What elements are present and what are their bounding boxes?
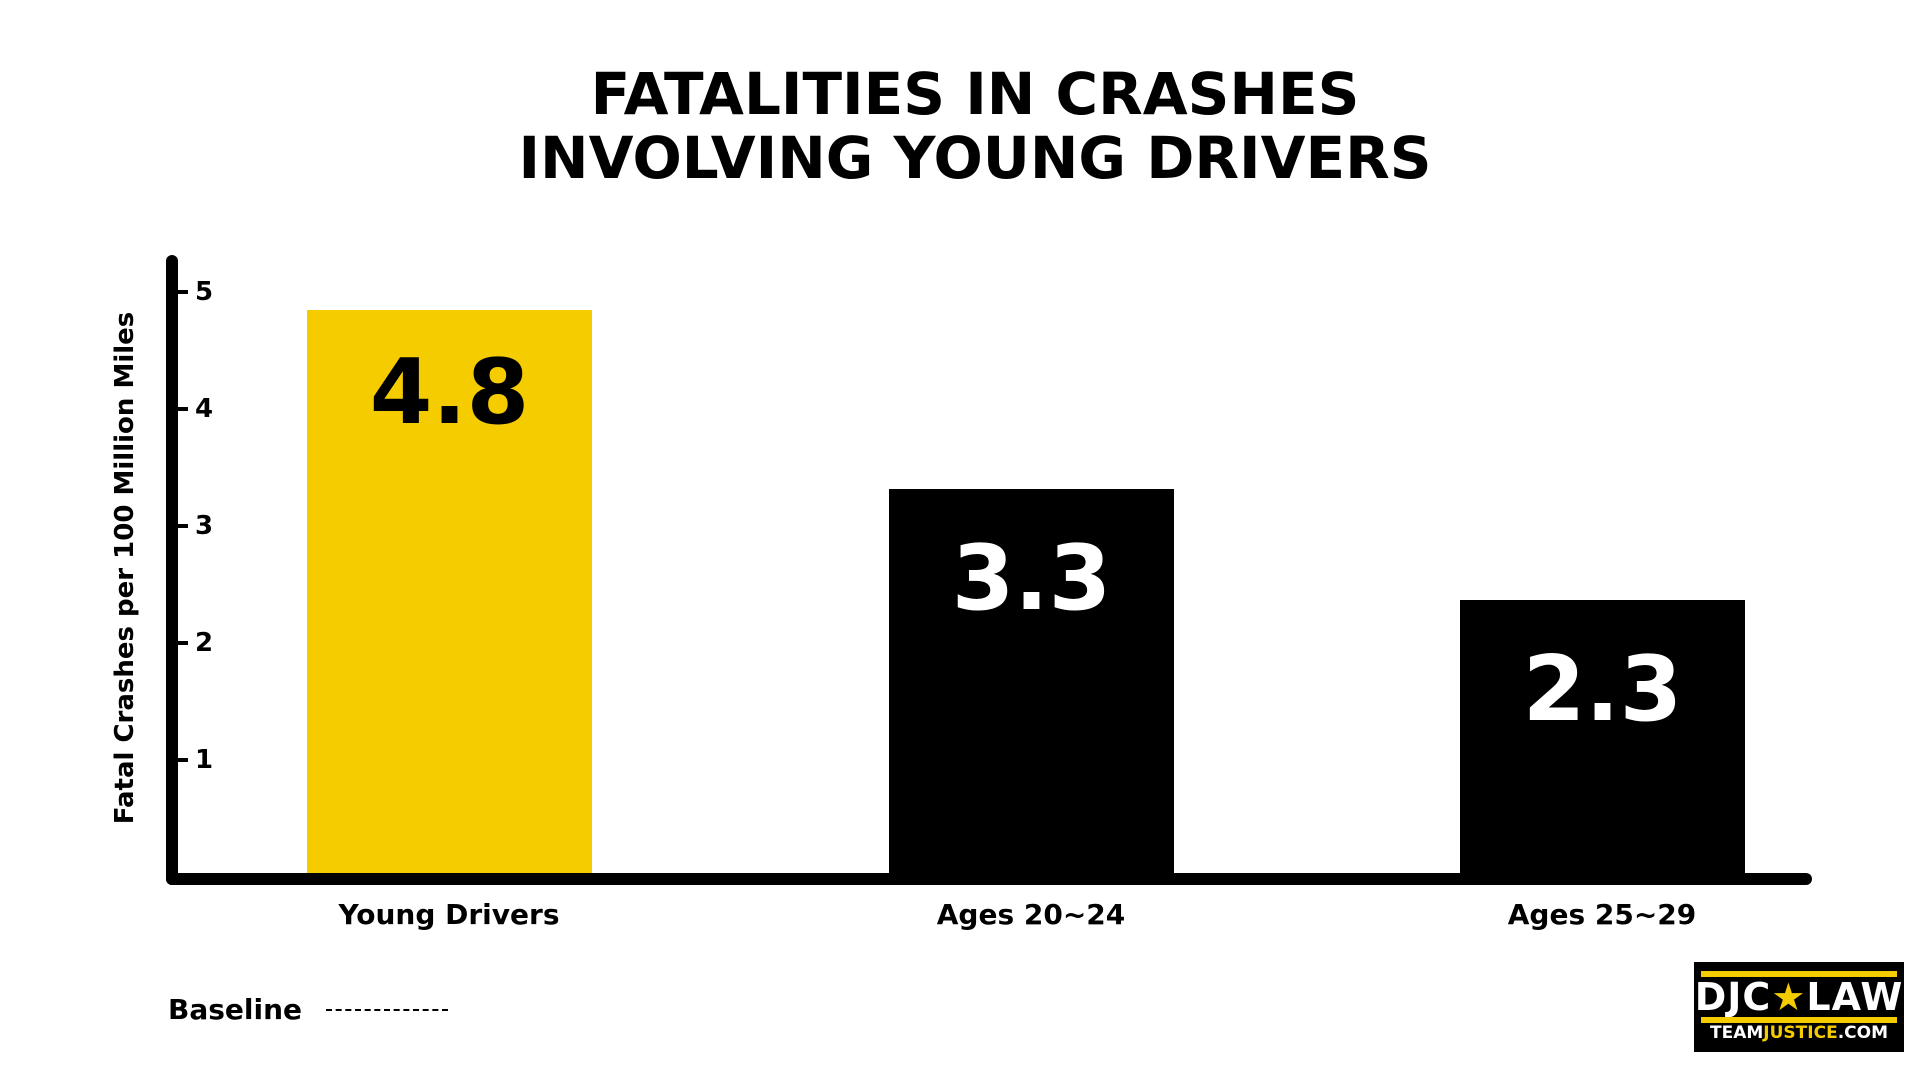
y-tick-label-4: 4 (195, 394, 214, 424)
logo-url-com: .COM (1837, 1023, 1888, 1043)
y-tick-2 (178, 641, 188, 645)
logo-law: LAW (1806, 975, 1904, 1019)
logo-url-team: TEAM (1710, 1023, 1764, 1043)
legend: Baseline (168, 993, 449, 1026)
y-axis-label: Fatal Crashes per 100 Million Miles (110, 311, 140, 825)
y-tick-label-5: 5 (195, 277, 214, 307)
y-tick-1 (178, 758, 188, 762)
legend-label-baseline: Baseline (168, 993, 303, 1026)
logo-rule-bottom (1701, 1017, 1897, 1023)
logo-url-justice: JUSTICE (1763, 1023, 1838, 1043)
x-category-label: Young Drivers (338, 898, 560, 931)
logo-rule-top (1701, 971, 1897, 977)
y-tick-label-3: 3 (195, 511, 214, 541)
y-tick-3 (178, 524, 188, 528)
y-tick-label-1: 1 (195, 745, 214, 775)
bar-young-drivers: 4.8 (307, 310, 592, 875)
x-category-label: Ages 20~24 (936, 898, 1126, 931)
star-icon: ★ (1771, 975, 1807, 1019)
chart-title-line-2: INVOLVING YOUNG DRIVERS (518, 124, 1432, 192)
bar-value-label: 4.8 (369, 340, 530, 445)
y-axis-line (166, 255, 178, 885)
bar-ages-20-24: 3.3 (889, 489, 1174, 875)
y-tick-5 (178, 290, 188, 294)
y-tick-label-2: 2 (195, 628, 214, 658)
chart-title: FATALITIES IN CRASHES INVOLVING YOUNG DR… (0, 62, 1920, 190)
x-category-label: Ages 25~29 (1507, 898, 1697, 931)
logo-url: TEAMJUSTICE.COM (1710, 1023, 1888, 1043)
chart-title-line-1: FATALITIES IN CRASHES (590, 60, 1360, 128)
logo-wordmark: DJC★LAW (1695, 977, 1904, 1017)
djc-law-logo: DJC★LAW TEAMJUSTICE.COM (1694, 962, 1904, 1052)
bar-value-label: 3.3 (951, 526, 1112, 631)
logo-djc: DJC (1694, 975, 1772, 1019)
bar-ages-25-29: 2.3 (1460, 600, 1745, 875)
dashed-line-icon (326, 1008, 449, 1011)
x-axis-line (166, 873, 1812, 885)
bar-value-label: 2.3 (1522, 637, 1683, 742)
y-tick-4 (178, 407, 188, 411)
